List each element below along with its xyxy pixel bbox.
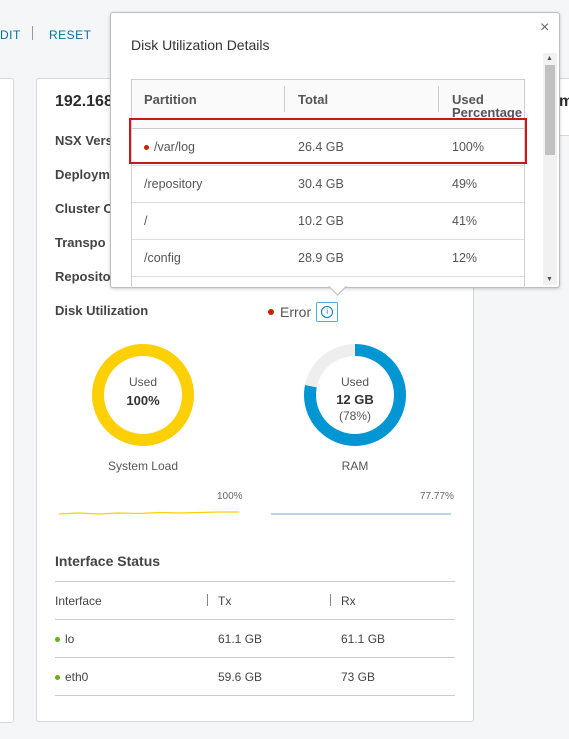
partition-name: /var/log — [144, 140, 195, 154]
disk-utilization-label: Disk Utilization — [55, 303, 149, 318]
right-card-title: m — [559, 93, 569, 110]
interface-name: eth0 — [55, 670, 88, 684]
field-repository: Reposito — [55, 269, 111, 284]
ram-gauge: Used 12 GB (78%) — [303, 343, 407, 447]
header-divider — [330, 594, 331, 606]
scrollbar-thumb[interactable] — [545, 65, 555, 155]
partition-total: 30.4 GB — [298, 177, 344, 191]
disk-status: Error i — [268, 302, 339, 322]
field-cluster: Cluster C — [55, 201, 113, 216]
reset-button[interactable]: RESET — [49, 28, 92, 42]
table-row: eth0 59.6 GB 73 GB — [55, 658, 455, 696]
header-divider — [438, 86, 439, 112]
partition-used: 41% — [452, 214, 478, 228]
interface-tx: 61.1 GB — [218, 632, 263, 646]
node-ip-title: 192.168 — [55, 93, 113, 110]
header-divider — [284, 86, 285, 112]
partition-table: Partition Total Used Percentage /var/log… — [131, 79, 525, 288]
disk-info-button[interactable]: i — [316, 302, 339, 322]
header-rx: Rx — [341, 594, 356, 608]
table-row[interactable]: /repository 30.4 GB 49% — [132, 166, 524, 203]
system-load-caption: System Load — [107, 459, 179, 473]
ram-caption: RAM — [341, 459, 369, 473]
partition-name: / — [144, 214, 148, 228]
disk-status-text: Error — [280, 304, 312, 320]
scroll-up-icon[interactable]: ▲ — [546, 55, 553, 62]
system-load-used-label: Used — [128, 375, 157, 389]
status-dot-icon — [55, 675, 60, 681]
partition-total: 28.9 GB — [298, 251, 344, 265]
partition-used: 100% — [452, 140, 484, 154]
status-dot-icon — [55, 637, 60, 643]
system-load-donut — [92, 344, 194, 446]
interface-rx: 61.1 GB — [341, 632, 386, 646]
field-nsx-version: NSX Vers — [55, 133, 113, 148]
system-load-value: 100% — [126, 393, 160, 408]
close-icon[interactable]: × — [540, 19, 550, 36]
partition-used: 12% — [452, 251, 478, 265]
field-transport: Transpo — [55, 235, 106, 250]
partition-used: 49% — [452, 177, 478, 191]
table-row[interactable]: / 10.2 GB 41% — [132, 203, 524, 240]
ram-used-label: Used — [340, 375, 369, 389]
scroll-down-icon[interactable]: ▼ — [546, 276, 553, 283]
header-percentage: Percentage — [452, 105, 523, 120]
system-load-gauge: Used 100% — [91, 343, 195, 447]
info-icon: i — [321, 306, 334, 318]
interface-rx: 73 GB — [341, 670, 376, 684]
system-load-spark-value: 100% — [217, 491, 243, 502]
error-dot-icon — [144, 145, 149, 151]
interface-table-header: Interface Tx Rx — [55, 581, 455, 620]
table-row[interactable]: /var/log 26.4 GB 100% — [132, 129, 524, 166]
table-row[interactable]: /config 28.9 GB 12% — [132, 240, 524, 277]
interface-name: lo — [55, 632, 74, 646]
partition-total: 10.2 GB — [298, 214, 344, 228]
popover-title: Disk Utilization Details — [131, 37, 270, 53]
header-total: Total — [298, 92, 329, 107]
ram-donut — [304, 344, 406, 446]
partition-name: /config — [144, 251, 181, 265]
field-deployment: Deploym — [55, 167, 110, 182]
partition-name: /repository — [144, 177, 203, 191]
popover-scrollbar[interactable]: ▲ ▼ — [543, 53, 557, 285]
interface-table: Interface Tx Rx lo 61.1 GB 61.1 GB eth0 … — [55, 581, 455, 696]
ram-value: 12 GB — [336, 392, 374, 407]
edit-button[interactable]: DIT — [0, 28, 21, 42]
system-load-sparkline — [59, 511, 239, 515]
interface-tx: 59.6 GB — [218, 670, 263, 684]
disk-utilization-popover: Disk Utilization Details × Partition Tot… — [110, 12, 560, 296]
left-node-card — [0, 78, 14, 723]
ram-sparkline — [271, 513, 451, 515]
header-partition: Partition — [144, 92, 197, 107]
header-interface: Interface — [55, 594, 102, 608]
ram-percent: (78%) — [338, 409, 371, 423]
ram-spark-value: 77.77% — [420, 491, 454, 502]
table-row: lo 61.1 GB 61.1 GB — [55, 620, 455, 658]
error-dot-icon — [268, 309, 274, 315]
header-divider — [207, 594, 208, 606]
interface-status-title: Interface Status — [55, 553, 161, 569]
header-used: Used — [452, 92, 484, 107]
partition-total: 26.4 GB — [298, 140, 344, 154]
header-tx: Tx — [218, 594, 232, 608]
partition-table-header: Partition Total Used Percentage — [132, 80, 524, 129]
toolbar-divider — [32, 26, 33, 40]
